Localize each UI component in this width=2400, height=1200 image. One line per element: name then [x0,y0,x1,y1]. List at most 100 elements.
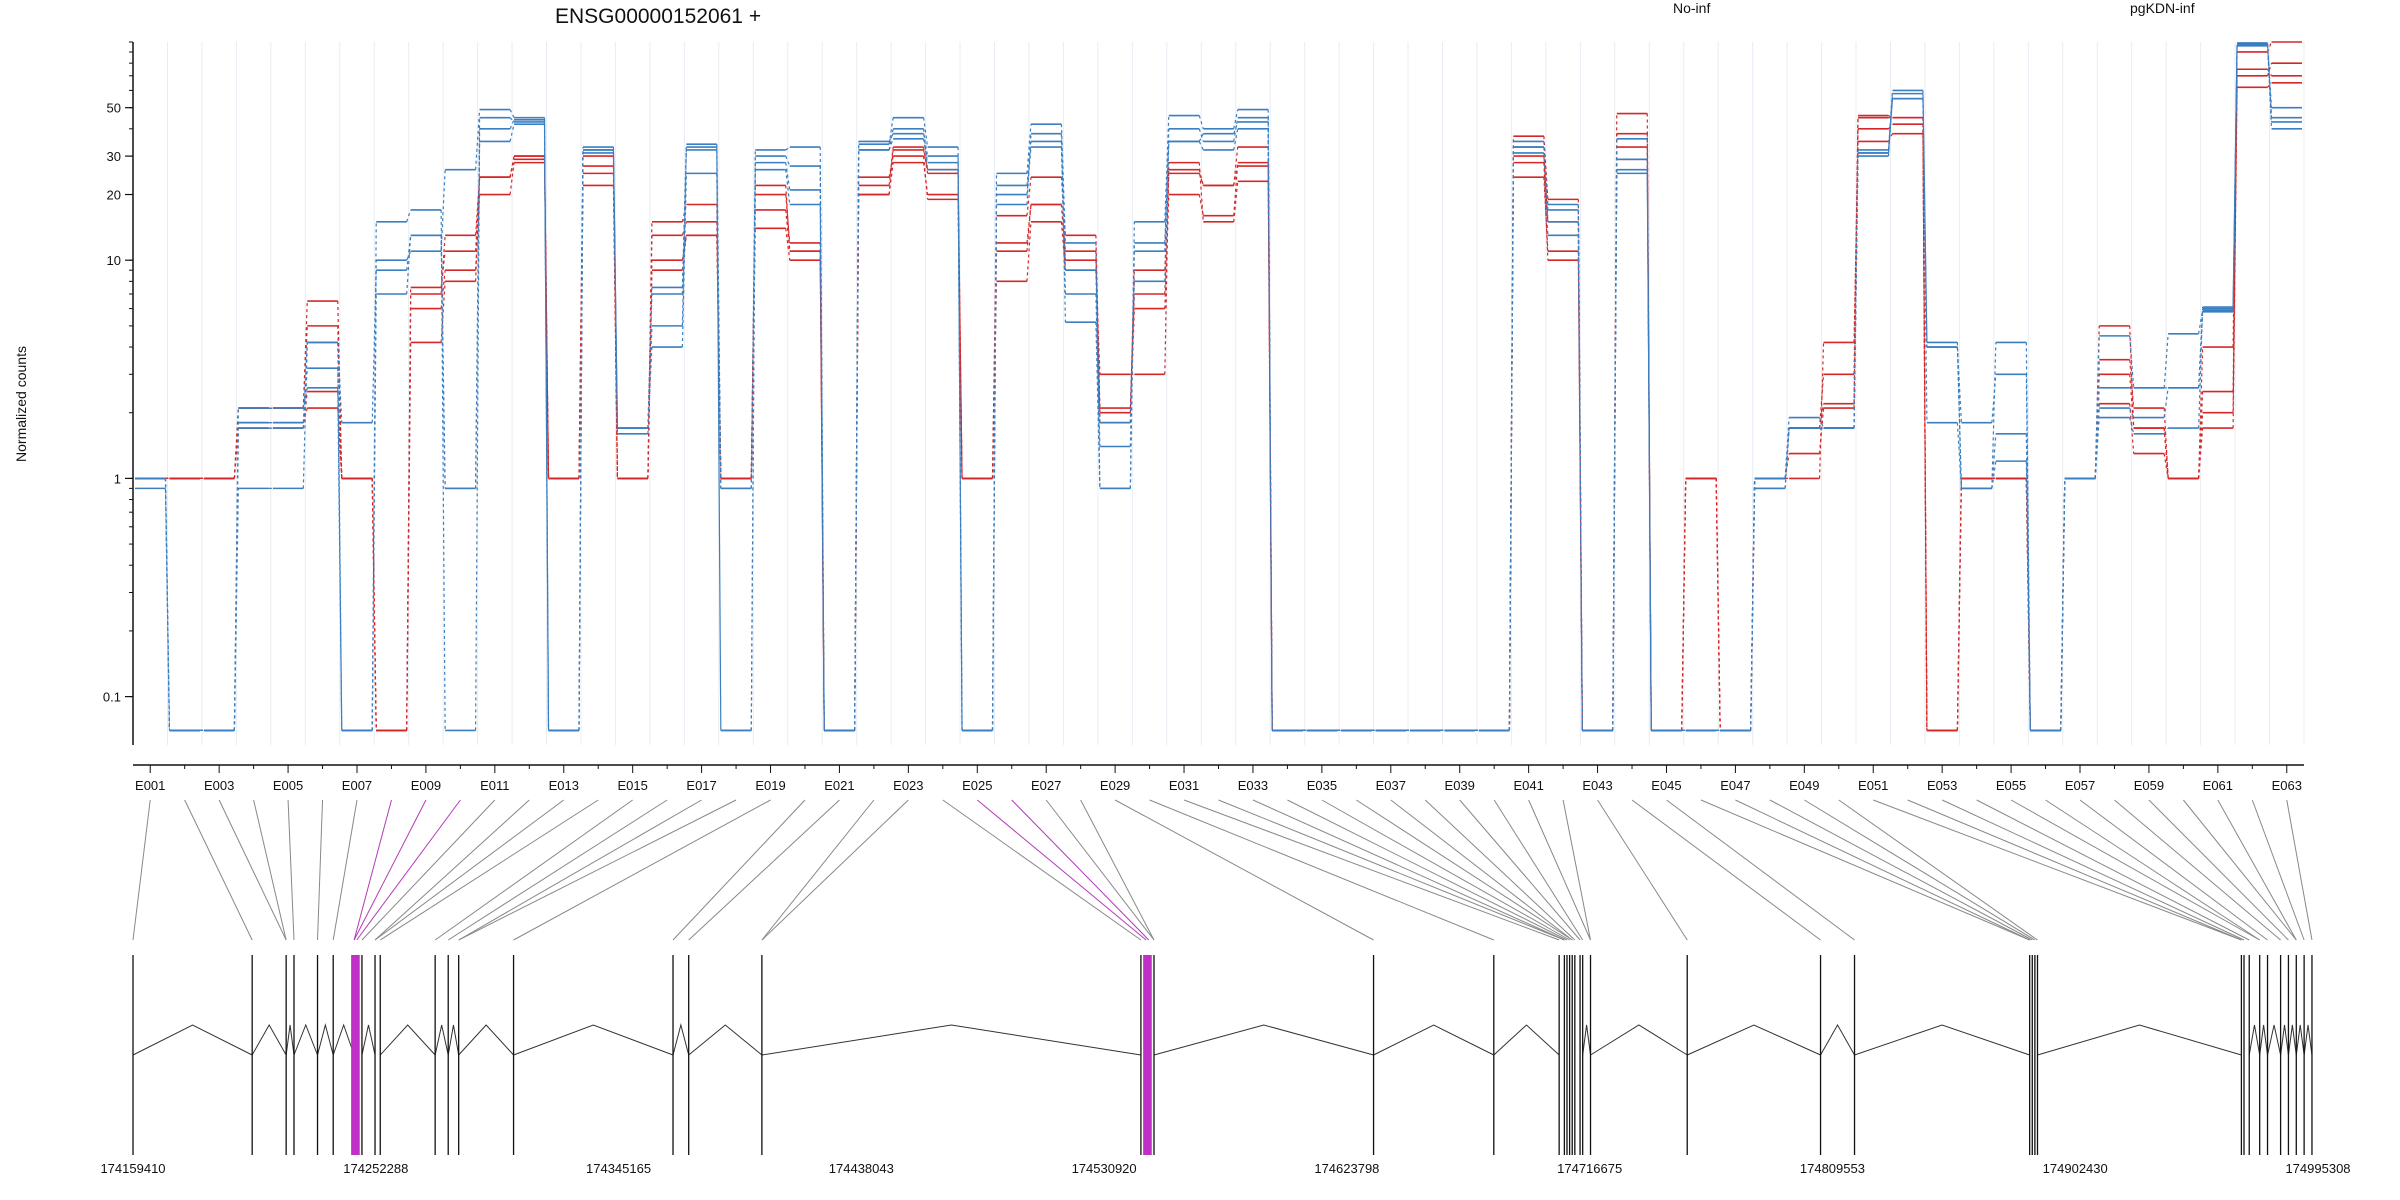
intron [1687,1024,1821,1056]
intron [458,1024,514,1056]
x-tick-label: E041 [1513,778,1543,793]
intron [293,1023,318,1056]
x-axis: E001 E003 E005 E007 E009 E011 E013 E015 E017 E019… [133,764,2304,793]
exon-connector [361,799,496,941]
exon-connector [1769,799,2033,941]
y-axis: 0.1 1 10 20 30 50 [103,41,134,745]
y-axis-label: Normalized counts [13,346,29,462]
intron [672,1023,690,1056]
x-tick-label: E049 [1789,778,1819,793]
x-tick-label: E003 [204,778,234,793]
series-level-line [135,41,2302,732]
intron [761,1024,1141,1056]
intron [513,1024,674,1056]
x-tick-label: E015 [617,778,647,793]
chart-title: ENSG00000152061 + [555,5,761,28]
exon-connector [353,799,392,941]
intron [379,1024,436,1056]
x-tick-label: E047 [1720,778,1750,793]
intron [332,1023,355,1056]
exon-connector [1907,799,2242,941]
intron [2303,1024,2313,1056]
x-tick-label: E053 [1927,778,1957,793]
genomic-tick-label: 174530920 [1072,1161,1137,1176]
intron [2295,1024,2305,1056]
x-tick-label: E057 [2065,778,2095,793]
x-tick-label: E017 [686,778,716,793]
x-tick-label: E033 [1238,778,1268,793]
exon-connector [1356,799,1573,941]
intron [1582,1024,1592,1056]
x-tick-label: E023 [893,778,923,793]
exon-connector [513,799,771,941]
x-tick-label: E013 [549,778,579,793]
x-tick-label: E059 [2134,778,2164,793]
exon-connector [2148,799,2289,941]
y-tick-label: 50 [107,101,121,116]
series-connector-line [164,42,2273,731]
exon-connector [184,799,253,941]
x-tick-label: E031 [1169,778,1199,793]
exon-connector [1735,799,2030,941]
x-tick-label: E061 [2203,778,2233,793]
series-level-line [135,82,2302,732]
genomic-tick-label: 174252288 [343,1161,408,1176]
x-tick-label: E045 [1651,778,1681,793]
exon-connector [1287,799,1568,941]
exon-connector [379,799,599,941]
genomic-tick-label: 174438043 [829,1161,894,1176]
exon-connector [1459,799,1581,941]
x-tick-label: E005 [273,778,303,793]
series-level-line [135,43,2302,732]
genomic-tick-label: 174345165 [586,1161,651,1176]
exon-connector [1493,799,1584,941]
series-connector-line [165,82,2272,731]
exon-connector [672,799,806,941]
x-tick-label: E037 [1376,778,1406,793]
exon-connector [2251,799,2305,941]
intron [1493,1024,1560,1056]
series-pgkdn-inf-7 [135,42,2302,732]
intron [434,1024,449,1056]
intron [2259,1024,2269,1056]
exon-connector [1080,799,1155,941]
series-no-inf-2 [135,82,2302,732]
legend-pgkdn-inf: pgKDN-inf [2130,0,2195,16]
exon-connector [356,799,461,941]
exon-highlighted [353,955,360,1155]
exon-connector [447,799,668,941]
series-level-line [135,42,2302,732]
exon-connector [1321,799,1570,941]
intron [2280,1024,2289,1056]
series-connector-line [164,44,2273,731]
y-tick-label: 30 [107,149,121,164]
intron [1590,1024,1688,1056]
series-level-line [135,44,2302,732]
y-tick-label: 20 [107,188,121,203]
exon-connector [1218,799,1565,941]
exon-connector [1114,799,1374,941]
x-tick-label: E011 [480,778,509,793]
x-tick-label: E035 [1307,778,1337,793]
exon-connector [353,799,427,941]
series-connector-line [165,41,2273,731]
series-pgkdn-inf-5 [135,44,2302,732]
exon-highlighted [1145,955,1152,1155]
exon-connector [458,799,702,941]
series-no-inf-1 [135,62,2302,732]
gene-model [132,955,2313,1155]
exon-connector [761,799,909,941]
exon-connector [132,799,151,941]
series-connector-line [164,43,2273,731]
legend-no-inf: No-inf [1673,0,1710,16]
exon-connector [2217,799,2297,941]
exon-connector [2286,799,2313,941]
y-tick-label: 0.1 [103,690,121,705]
genomic-ticks: 174159410 174252288 174345165 174438043 1745… [100,1161,2350,1176]
genomic-tick-label: 174159410 [100,1161,165,1176]
exon-connector [976,799,1147,941]
intron [132,1024,253,1056]
series-connector-line [164,45,2273,731]
exon-connector [1390,799,1573,941]
exon-connector [1666,799,1855,941]
